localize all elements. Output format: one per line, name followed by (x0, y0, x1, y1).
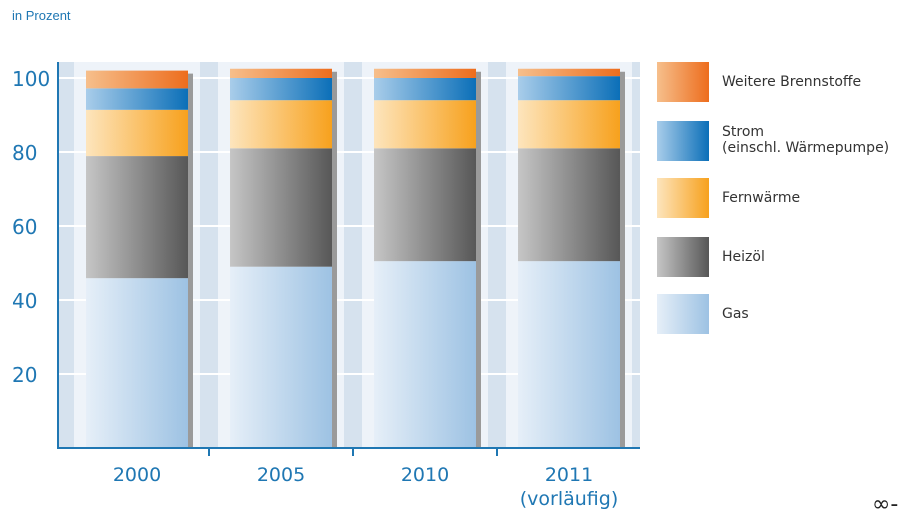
legend-label: Gas (722, 306, 749, 322)
bar-segment (518, 100, 620, 149)
legend-label: Weitere Brennstoffe (722, 74, 862, 90)
legend-swatch (657, 294, 709, 334)
bar-segment (230, 100, 332, 149)
legend: Weitere Brennstoffe Strom (einschl. Wärme… (657, 0, 914, 517)
bar-segment (374, 100, 476, 149)
bar-segment (230, 78, 332, 101)
legend-label: Heizöl (722, 249, 765, 265)
bar-segment (86, 109, 188, 157)
bar-segment (230, 266, 332, 448)
legend-swatch (657, 178, 709, 218)
x-tick-label: 2000 (113, 464, 161, 486)
legend-swatch (657, 121, 709, 161)
x-tick-label: 2005 (257, 464, 305, 486)
legend-item: Fernwärme (657, 178, 914, 218)
legend-swatch (657, 62, 709, 102)
legend-item: Heizöl (657, 237, 914, 277)
bar-segment (86, 156, 188, 279)
y-tick-label: 100 (12, 67, 50, 91)
y-tick-labels: 100 80 60 40 20 (12, 67, 50, 387)
bar-shadow (620, 71, 625, 448)
bar-segment (230, 68, 332, 78)
bar-segment (518, 68, 620, 77)
x-tick-labels: 2000 2005 2010 2011 (vorläufig) (113, 464, 618, 510)
y-tick-label: 40 (12, 289, 37, 313)
bar-segment (518, 76, 620, 101)
bar-segment (374, 148, 476, 262)
legend-item: Weitere Brennstoffe (657, 62, 914, 102)
bar-segment (374, 78, 476, 101)
bar-shadow (332, 71, 337, 448)
bar-segment (86, 88, 188, 110)
bar-shadow (476, 71, 481, 448)
stacked-bar-chart: 100 80 60 40 20 2000 2005 2010 2011 (vorläufig) (12, 62, 640, 510)
x-tick-label: 2010 (401, 464, 449, 486)
x-tick-label: 2011 (vorläufig) (520, 464, 619, 510)
y-tick-label: 80 (12, 141, 37, 165)
legend-label: Fernwärme (722, 190, 801, 206)
bar-segment (230, 148, 332, 267)
bar-segment (518, 261, 620, 448)
bars (86, 68, 625, 448)
axes (57, 62, 640, 456)
y-tick-label: 60 (12, 215, 37, 239)
legend-swatch (657, 237, 709, 277)
legend-item: Strom (einschl. Wärmepumpe) (657, 121, 914, 161)
bar-segment (518, 148, 620, 262)
bar-segment (86, 278, 188, 448)
bar-segment (86, 70, 188, 89)
bar-segment (374, 261, 476, 448)
infinity-logo-icon: ∞- (872, 492, 899, 517)
bar-segment (374, 68, 476, 78)
legend-label: Strom (einschl. Wärmepumpe) (722, 124, 890, 156)
y-tick-label: 20 (12, 363, 37, 387)
unit-label: in Prozent (12, 8, 71, 23)
legend-item: Gas (657, 294, 914, 334)
bar-shadow (188, 73, 193, 448)
